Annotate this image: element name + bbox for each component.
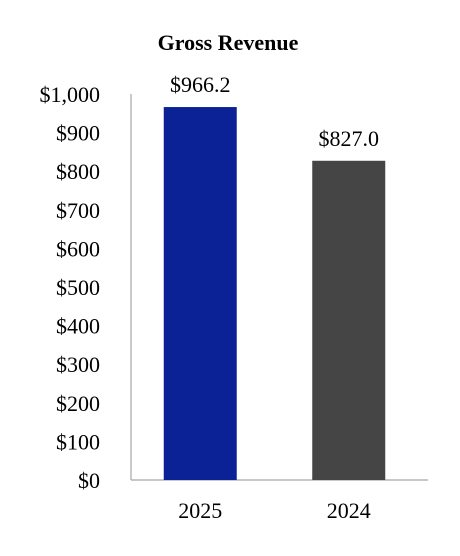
bar-2025 — [163, 107, 237, 480]
y-tick-label: $1,000 — [40, 82, 101, 107]
chart-title: Gross Revenue — [158, 30, 299, 55]
y-tick-label: $900 — [56, 121, 100, 146]
y-tick-label: $500 — [56, 275, 100, 300]
y-tick-label: $200 — [56, 391, 100, 416]
data-labels: $966.2 $827.0 — [170, 72, 379, 151]
y-tick-label: $0 — [78, 468, 100, 493]
data-label-2024: $827.0 — [319, 126, 380, 151]
y-tick-label: $700 — [56, 198, 100, 223]
x-tick-label-2025: 2025 — [178, 498, 222, 523]
y-tick-label: $300 — [56, 352, 100, 377]
x-tick-label-2024: 2024 — [327, 498, 371, 523]
bars — [163, 107, 386, 480]
y-tick-label: $400 — [56, 314, 100, 339]
y-tick-label: $100 — [56, 429, 100, 454]
x-axis: 2025 2024 — [131, 479, 428, 523]
bar-2024 — [312, 160, 386, 480]
data-label-2025: $966.2 — [170, 72, 231, 97]
y-tick-label: $600 — [56, 236, 100, 261]
y-axis: $0 $100 $200 $300 $400 $500 $600 $700 $800 $900 $1… — [40, 82, 132, 493]
y-tick-label: $800 — [56, 159, 100, 184]
